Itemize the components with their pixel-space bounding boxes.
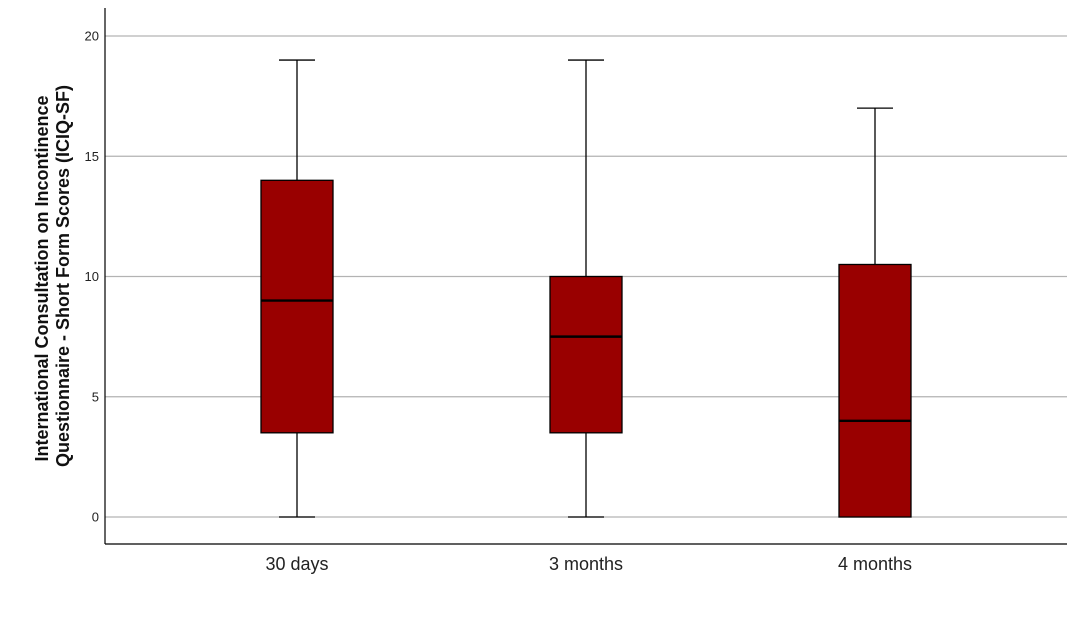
y-tick-label-5: 5 — [92, 389, 99, 404]
iqr-box — [549, 275, 623, 434]
x-tick-labels: 30 days 3 months 4 months — [265, 554, 912, 574]
box-group-3 — [838, 107, 912, 518]
x-tick-label-3: 4 months — [838, 554, 912, 574]
y-axis-label-line-1: International Consultation on Incontinen… — [32, 96, 52, 462]
boxes — [260, 59, 912, 518]
box-group-1 — [260, 59, 334, 518]
box-group-2 — [549, 59, 623, 518]
y-tick-label-20: 20 — [85, 29, 99, 44]
y-tick-label-0: 0 — [92, 510, 99, 525]
y-tick-label-10: 10 — [85, 269, 99, 284]
iqr-box — [260, 179, 334, 434]
iqr-box — [838, 263, 912, 518]
y-axis-label: International Consultation on Incontinen… — [32, 85, 73, 467]
y-tick-labels: 0 5 10 15 20 — [85, 29, 99, 525]
axes — [104, 8, 1067, 545]
x-tick-label-2: 3 months — [549, 554, 623, 574]
y-tick-label-15: 15 — [85, 149, 99, 164]
y-axis-label-line-2: Questionnaire - Short Form Scores (ICIQ-… — [53, 85, 73, 467]
x-tick-label-1: 30 days — [265, 554, 328, 574]
